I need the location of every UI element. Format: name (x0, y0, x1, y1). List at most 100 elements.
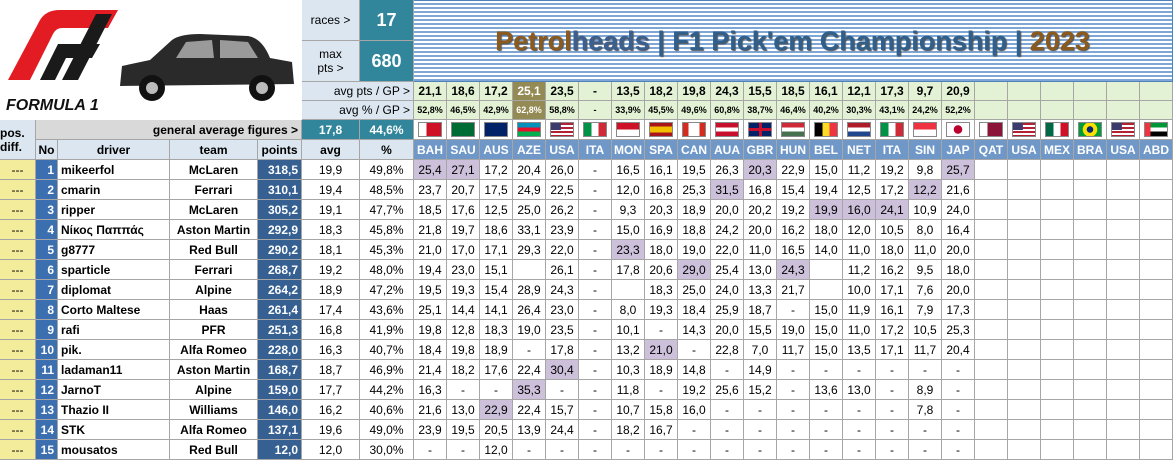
empty-cell (1008, 300, 1041, 320)
avg-label: avg pts / GP > (302, 82, 414, 101)
empty-cell (975, 260, 1008, 280)
flag (847, 122, 871, 137)
result: 11,2 (843, 160, 876, 180)
result: - (942, 440, 975, 460)
flag-cell (1140, 120, 1173, 140)
empty-cell (1074, 160, 1107, 180)
pos-diff: --- (0, 180, 36, 200)
empty-cell (1041, 260, 1074, 280)
result: 18,0 (645, 240, 678, 260)
points: 228,0 (258, 340, 302, 360)
result: 12,5 (480, 200, 513, 220)
flag-cell (942, 120, 975, 140)
team: Red Bull (170, 240, 258, 260)
flag (913, 122, 937, 137)
empty-cell (1008, 180, 1041, 200)
result: - (876, 380, 909, 400)
pct: 46,9% (360, 360, 414, 380)
points: 305,2 (258, 200, 302, 220)
result: 10,1 (612, 320, 645, 340)
pos-diff: --- (0, 280, 36, 300)
result: - (579, 220, 612, 240)
pct: 45,3% (360, 240, 414, 260)
logo: FORMULA 1 (0, 0, 302, 120)
result: - (612, 440, 645, 460)
pos-diff: --- (0, 380, 36, 400)
result: 18,9 (645, 360, 678, 380)
result: 17,2 (480, 160, 513, 180)
result: 18,0 (942, 260, 975, 280)
avg-value: 21,1 (414, 82, 447, 101)
empty-cell (975, 160, 1008, 180)
empty-cell (1074, 180, 1107, 200)
empty-cell (1107, 160, 1140, 180)
pos-header: pos. diff. (0, 120, 36, 160)
result: 16,5 (612, 160, 645, 180)
empty-cell (975, 340, 1008, 360)
flag (451, 122, 475, 137)
result: 7,0 (744, 340, 777, 360)
pos-diff: --- (0, 420, 36, 440)
avg-value: 62,8% (513, 101, 546, 120)
result: 25,0 (513, 200, 546, 220)
result: 24,3 (777, 260, 810, 280)
result: 20,3 (645, 200, 678, 220)
logo-text: FORMULA 1 (6, 97, 99, 114)
pos-diff: --- (0, 400, 36, 420)
driver: rafi (58, 320, 170, 340)
result: 18,6 (480, 220, 513, 240)
result: 24,2 (711, 220, 744, 240)
title-part: | F1 Pick'em Championship | (649, 25, 1030, 56)
flag (517, 122, 541, 137)
result: - (744, 440, 777, 460)
avg: 18,3 (302, 220, 360, 240)
avg-value: 19,8 (678, 82, 711, 101)
col-header: % (360, 140, 414, 160)
result: 17,3 (942, 300, 975, 320)
empty-cell (1074, 200, 1107, 220)
empty-cell (1140, 420, 1173, 440)
result: 26,3 (711, 160, 744, 180)
avg-value: 42,9% (480, 101, 513, 120)
result: 17,6 (447, 200, 480, 220)
result: - (777, 420, 810, 440)
result: - (678, 440, 711, 460)
result: 13,2 (612, 340, 645, 360)
result: 13,6 (810, 380, 843, 400)
empty-cell (1074, 380, 1107, 400)
avg-value: 18,2 (645, 82, 678, 101)
row-number: 5 (36, 240, 58, 260)
points: 159,0 (258, 380, 302, 400)
empty-cell (1008, 260, 1041, 280)
points: 12,0 (258, 440, 302, 460)
flag-cell (414, 120, 447, 140)
result: 14,0 (810, 240, 843, 260)
empty-cell (1074, 320, 1107, 340)
result: 19,2 (777, 200, 810, 220)
result: 16,3 (414, 380, 447, 400)
avg-value: 17,2 (480, 82, 513, 101)
result: 18,9 (678, 200, 711, 220)
avg: 16,2 (302, 400, 360, 420)
empty-cell (975, 320, 1008, 340)
result: - (414, 440, 447, 460)
empty-cell (1041, 320, 1074, 340)
result: 7,9 (909, 300, 942, 320)
empty-cell (1140, 360, 1173, 380)
empty-cell (1140, 200, 1173, 220)
empty-cell (1107, 280, 1140, 300)
row-number: 10 (36, 340, 58, 360)
result: - (744, 420, 777, 440)
points: 264,2 (258, 280, 302, 300)
result: - (447, 440, 480, 460)
result: - (777, 380, 810, 400)
flag-cell (579, 120, 612, 140)
empty-cell (1107, 340, 1140, 360)
flag (1078, 122, 1102, 137)
empty-cell (810, 260, 843, 280)
empty-cell (1041, 180, 1074, 200)
general-pct: 44,6% (360, 120, 414, 140)
result: 23,9 (546, 220, 579, 240)
result: - (876, 440, 909, 460)
empty-cell (1041, 220, 1074, 240)
